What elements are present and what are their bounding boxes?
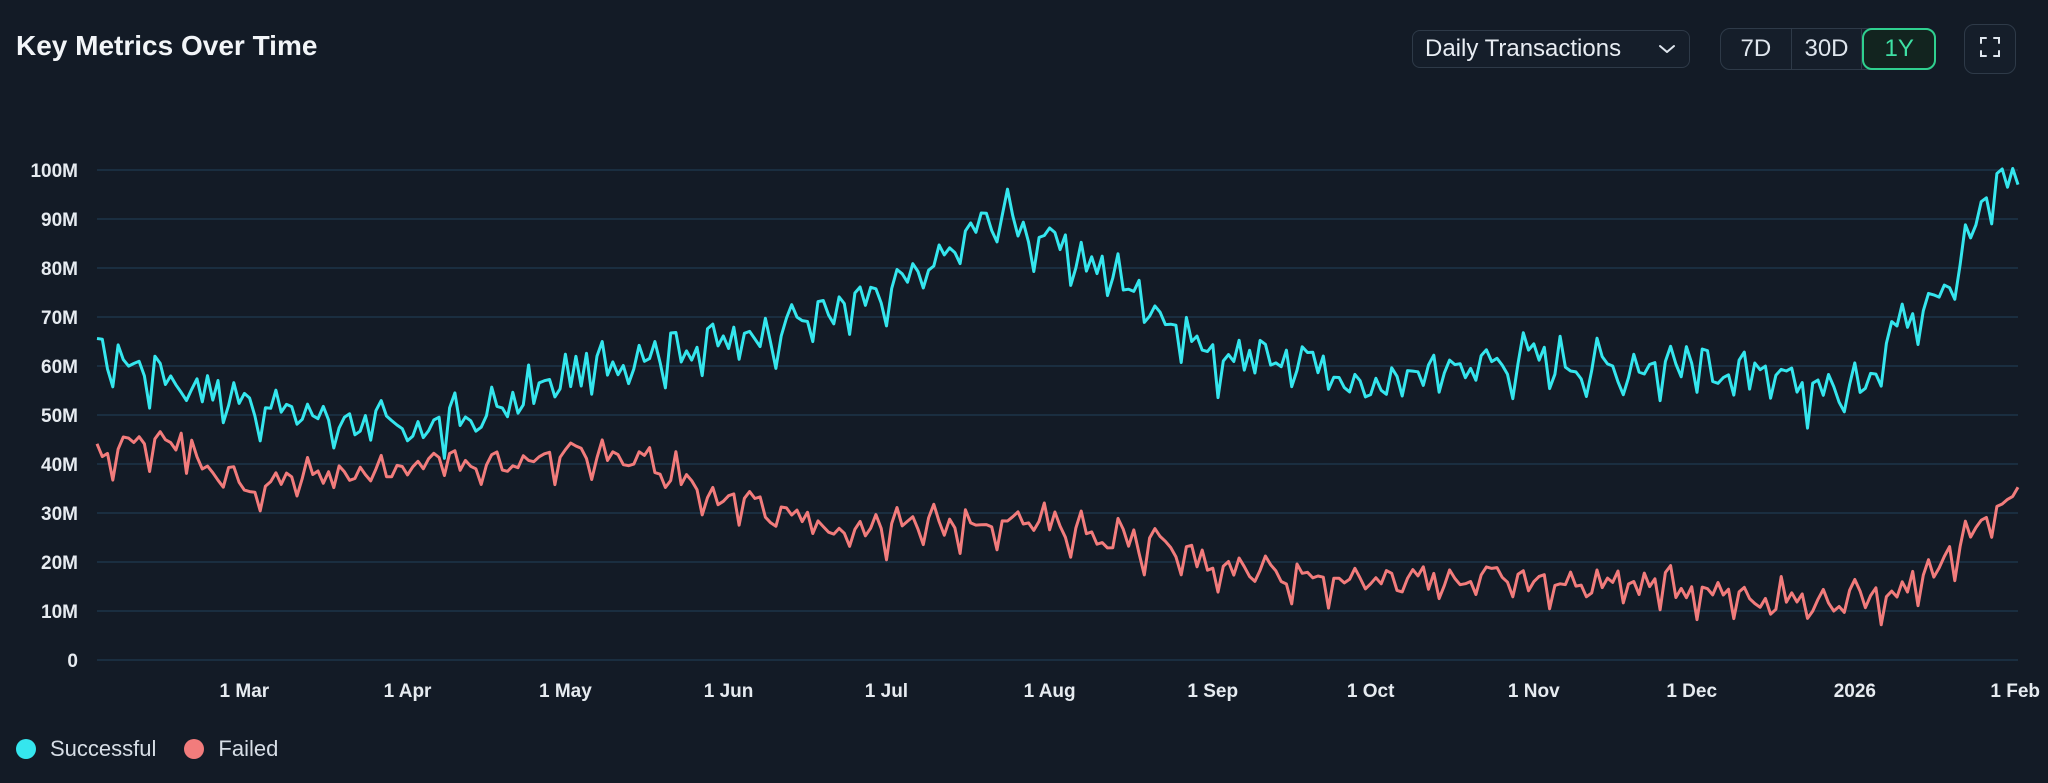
x-tick-label: 1 May	[539, 681, 592, 702]
legend-label-failed: Failed	[218, 736, 279, 761]
x-tick-label: 1 Apr	[384, 681, 432, 702]
range-30d-button[interactable]: 30D	[1792, 29, 1863, 69]
x-tick-label: 1 Jun	[704, 681, 754, 702]
legend-swatch-failed	[184, 739, 205, 759]
legend-item-successful[interactable]: Successful	[16, 736, 156, 762]
expand-icon	[1978, 35, 2002, 64]
metric-dropdown[interactable]: Daily Transactions	[1412, 30, 1690, 68]
chart-title: Key Metrics Over Time	[16, 30, 318, 61]
metric-dropdown-value: Daily Transactions	[1425, 35, 1622, 62]
series-line-failed	[95, 430, 2020, 627]
range-7d-button[interactable]: 7D	[1721, 29, 1792, 69]
x-tick-label: 1 Feb	[1990, 681, 2040, 702]
y-tick-label: 0	[67, 651, 78, 672]
range-selector: 7D 30D 1Y	[1720, 28, 1937, 70]
chevron-down-icon	[1657, 39, 1677, 59]
y-tick-label: 100M	[30, 161, 78, 182]
x-tick-label: 1 Mar	[220, 681, 270, 702]
x-tick-label: 1 Aug	[1024, 681, 1076, 702]
y-tick-label: 90M	[41, 210, 78, 231]
x-tick-label: 1 Sep	[1187, 681, 1238, 702]
legend-swatch-successful	[16, 739, 36, 759]
series-line-successful	[96, 167, 2020, 460]
y-tick-label: 60M	[41, 357, 78, 378]
y-tick-label: 30M	[41, 504, 78, 525]
range-1y-button[interactable]: 1Y	[1862, 28, 1937, 70]
y-tick-label: 40M	[41, 455, 78, 476]
y-tick-label: 50M	[41, 406, 78, 427]
chart-legend: Successful Failed	[16, 736, 306, 762]
line-chart: 0 10M 20M 30M 40M 50M 60M 70M 80M 90M 100M 1 Mar 1 A…	[30, 161, 2040, 702]
y-tick-label: 10M	[41, 602, 78, 623]
x-tick-label: 1 Nov	[1508, 681, 1560, 702]
x-tick-label: 1 Oct	[1347, 681, 1395, 702]
fullscreen-button[interactable]	[1964, 24, 2016, 74]
legend-label-successful: Successful	[50, 736, 157, 761]
y-tick-label: 80M	[41, 259, 78, 280]
legend-item-failed[interactable]: Failed	[184, 736, 278, 762]
y-tick-label: 20M	[41, 553, 78, 574]
x-tick-label: 1 Dec	[1666, 681, 1717, 702]
x-tick-label: 2026	[1834, 681, 1876, 702]
y-tick-label: 70M	[41, 308, 78, 329]
x-tick-label: 1 Jul	[865, 681, 908, 702]
